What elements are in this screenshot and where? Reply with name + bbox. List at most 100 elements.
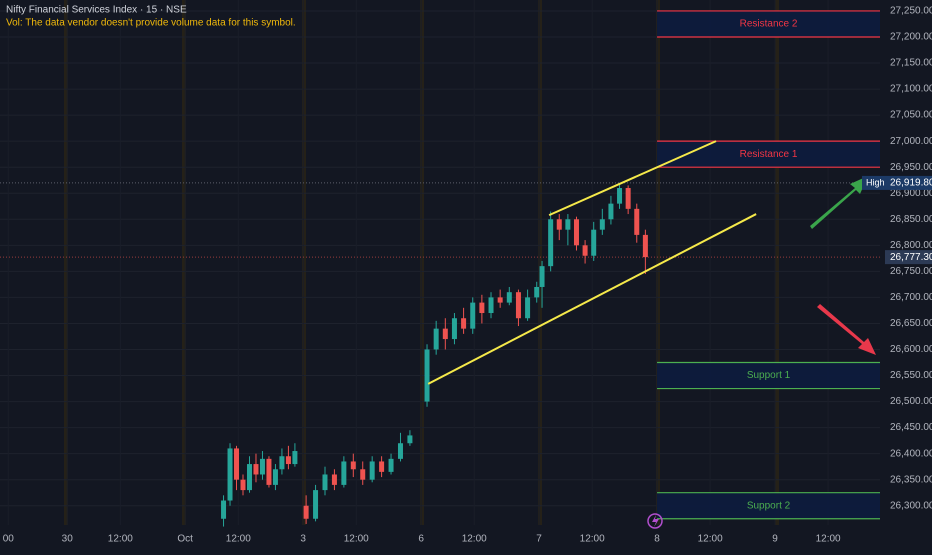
candle-body [331, 474, 337, 485]
candle-body [625, 188, 631, 209]
candle-body [272, 469, 278, 485]
candle-body [451, 318, 457, 340]
candle-body [591, 229, 597, 256]
zone-label: Support 1 [747, 370, 791, 381]
candle-body [488, 297, 494, 314]
candle-body [565, 219, 571, 230]
candle-body [341, 461, 347, 485]
y-tick-label: 27,150.00 [890, 58, 932, 69]
candle-body [556, 219, 562, 230]
candle-body [573, 219, 579, 246]
y-tick-label: 27,050.00 [890, 110, 932, 121]
candle-body [266, 458, 272, 485]
x-tick-label: 12:00 [462, 534, 487, 545]
candle-body [539, 266, 545, 287]
high-tag-bg [862, 175, 932, 190]
candle-body [497, 297, 503, 303]
y-tick-label: 27,250.00 [890, 6, 932, 17]
alert-icon[interactable] [647, 513, 663, 529]
x-tick-label: 12:00 [226, 534, 251, 545]
axes: 27,250.00 27,200.00 27,150.00 27,100.00 27,0… [3, 6, 932, 545]
zone-label: Support 2 [747, 500, 791, 511]
candle-body [234, 448, 240, 480]
candle-body [506, 292, 512, 303]
candle-body [292, 451, 298, 465]
x-tick-label: 12:00 [580, 534, 605, 545]
trendline [548, 140, 717, 217]
candle-body [461, 318, 467, 329]
zone-label: Resistance 2 [740, 19, 798, 30]
y-tick-label: 26,900.00 [890, 188, 932, 199]
candle-body [259, 458, 265, 475]
candle-body [279, 456, 285, 470]
candle-body [221, 500, 227, 519]
y-tick-label: 26,600.00 [890, 344, 932, 355]
x-tick-label: 12:00 [344, 534, 369, 545]
candle-body [534, 286, 540, 298]
zone [657, 492, 880, 519]
candle-body [525, 297, 531, 319]
x-tick-label: 12:00 [816, 534, 841, 545]
session-bands [64, 0, 779, 525]
candle-body [397, 443, 403, 459]
candle-body [350, 461, 356, 470]
x-tick-label: 00 [3, 534, 15, 545]
chart-subtitle: Vol: The data vendor doesn't provide vol… [6, 18, 296, 29]
y-tick-label: 27,100.00 [890, 84, 932, 95]
zone-label: Resistance 1 [740, 149, 798, 160]
y-tick-label: 26,300.00 [890, 500, 932, 511]
y-tick-label: 27,000.00 [890, 136, 932, 147]
y-tick-label: 26,950.00 [890, 162, 932, 173]
candle-body [608, 203, 614, 220]
candle-body [303, 505, 309, 519]
candle-body [322, 474, 328, 491]
zones: Resistance 2 Resistance 1 Support 1 Support… [657, 10, 880, 520]
candle-body [379, 461, 385, 472]
candle-body [369, 461, 375, 480]
y-tick-label: 26,650.00 [890, 318, 932, 329]
zone [657, 10, 880, 37]
y-tick-label: 26,350.00 [890, 474, 932, 485]
candle-body [634, 208, 640, 235]
y-tick-label: 26,750.00 [890, 266, 932, 277]
x-tick-label: 7 [536, 534, 542, 545]
candle-body [617, 188, 623, 204]
candle-body [642, 234, 648, 258]
y-tick-label: 26,450.00 [890, 422, 932, 433]
candle-body [442, 328, 448, 340]
x-tick-label: 9 [772, 534, 778, 545]
candle-body [285, 456, 291, 465]
candle-body [582, 245, 588, 256]
x-tick-label: 12:00 [108, 534, 133, 545]
y-tick-label: 26,700.00 [890, 292, 932, 303]
high-tag: High [866, 177, 885, 187]
x-tick-label: 12:00 [698, 534, 723, 545]
x-tick-label: 3 [300, 534, 306, 545]
candle-body [360, 469, 366, 480]
candle-body [599, 219, 605, 230]
candle-body [313, 490, 319, 519]
x-tick-label: 30 [62, 534, 74, 545]
candle-body [470, 302, 476, 329]
zone [657, 362, 880, 389]
trendlines [427, 140, 757, 385]
candle-body [479, 302, 485, 314]
candle-body [388, 458, 394, 472]
y-tick-label: 26,500.00 [890, 396, 932, 407]
y-tick-label: 26,400.00 [890, 448, 932, 459]
last-price: 26,777.30 [890, 252, 932, 263]
candle-body [253, 464, 259, 475]
grid [0, 0, 880, 525]
candle-body [515, 292, 521, 319]
trendline [427, 213, 757, 385]
y-tick-label: 26,800.00 [890, 240, 932, 251]
y-tick-label: 26,850.00 [890, 214, 932, 225]
arrows [810, 176, 876, 355]
zone [657, 141, 880, 168]
candle-body [407, 435, 413, 444]
price-axis [880, 0, 932, 550]
x-tick-label: 6 [418, 534, 424, 545]
y-tick-label: 27,200.00 [890, 32, 932, 43]
